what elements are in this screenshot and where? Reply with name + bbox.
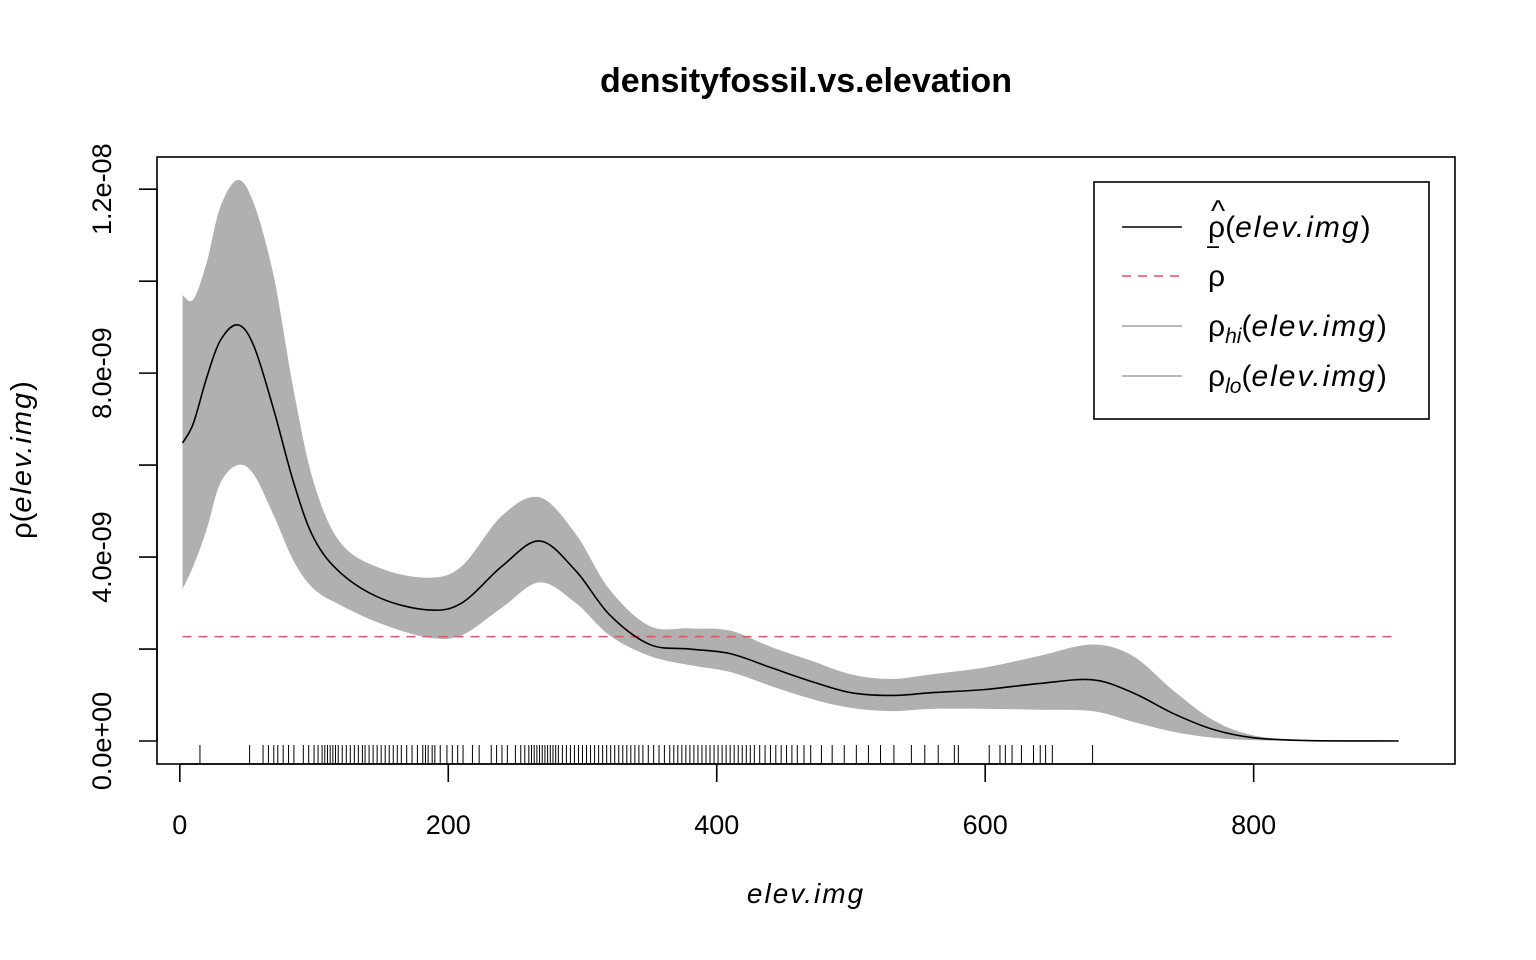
- legend-close-paren: ): [1361, 211, 1371, 244]
- legend-var: elev.img: [1235, 211, 1360, 244]
- x-tick-label: 0: [172, 810, 187, 840]
- legend-open-paren: (: [1225, 211, 1235, 244]
- x-tick-label: 200: [426, 810, 471, 840]
- x-tick-label: 600: [963, 810, 1008, 840]
- legend-label: ρhi(elev.img): [1208, 310, 1387, 348]
- legend-bar: ‾: [1207, 244, 1219, 277]
- y-tick-label: 0.0e+00: [87, 692, 117, 790]
- plot-area: [181, 179, 1399, 764]
- legend-subscript: hi: [1225, 325, 1243, 348]
- legend-open-paren: (: [1241, 360, 1251, 393]
- legend-close-paren: ): [1377, 310, 1387, 343]
- y-axis-label-open-paren: (: [6, 512, 38, 522]
- legend-symbol: ρ: [1208, 260, 1225, 293]
- rho-hat-curve: [181, 324, 1399, 742]
- legend-hat: ^: [1211, 195, 1225, 228]
- legend-subscript: lo: [1225, 375, 1242, 398]
- legend: ρ(elev.img)^ρ‾ρhi(elev.img)ρlo(elev.img): [1093, 181, 1430, 420]
- y-axis-label-close-paren: ): [6, 381, 38, 391]
- legend-close-paren: ): [1377, 360, 1387, 393]
- legend-var: elev.img: [1251, 360, 1376, 393]
- legend-symbol: ρ: [1208, 310, 1225, 343]
- chart-title: densityfossil.vs.elevation: [600, 62, 1012, 100]
- x-tick-label: 400: [694, 810, 739, 840]
- legend-label: ρ(elev.img): [1208, 211, 1371, 244]
- x-axis-label: elev.img: [747, 878, 865, 909]
- legend-label: ρ: [1208, 260, 1225, 293]
- y-axis-label-symbol: ρ: [6, 522, 38, 539]
- y-tick-label: 8.0e-09: [87, 327, 117, 419]
- confidence-band: [182, 179, 1399, 742]
- legend-symbol: ρ: [1208, 360, 1225, 393]
- legend-box: [1093, 181, 1430, 420]
- y-axis-label: ρ(elev.img): [6, 381, 38, 539]
- y-axis-label-var: elev.img: [6, 391, 38, 513]
- y-axis: 0.0e+00 4.0e-09 8.0e-09 1.2e-08: [87, 143, 158, 790]
- legend-open-paren: (: [1241, 310, 1251, 343]
- legend-var: elev.img: [1251, 310, 1376, 343]
- y-tick-label: 1.2e-08: [87, 143, 117, 235]
- legend-symbol: ρ: [1208, 211, 1225, 244]
- x-axis: 0 200 400 600 800: [172, 763, 1276, 840]
- legend-label: ρlo(elev.img): [1208, 360, 1387, 398]
- x-tick-label: 800: [1231, 810, 1276, 840]
- y-tick-label: 4.0e-09: [87, 511, 117, 603]
